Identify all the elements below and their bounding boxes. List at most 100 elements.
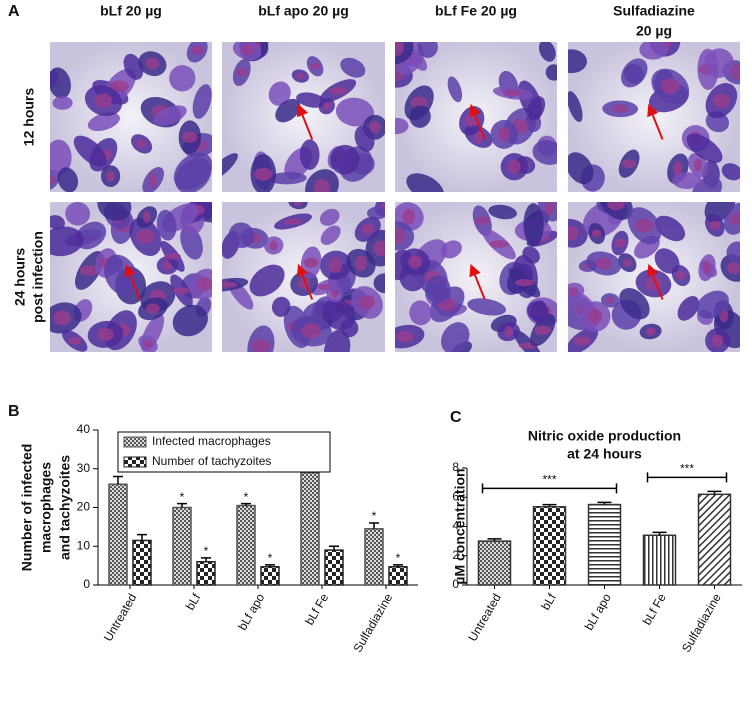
- cell: [50, 226, 84, 257]
- cell: [672, 172, 702, 189]
- nucleus: [142, 210, 151, 224]
- nucleus: [402, 208, 415, 225]
- bar: [532, 506, 567, 586]
- x-tick-label: bLf apo: [235, 591, 267, 633]
- nucleus: [284, 218, 302, 225]
- bar: [388, 566, 408, 586]
- bar: [697, 493, 732, 586]
- cell: [172, 304, 208, 337]
- nucleus: [293, 202, 303, 206]
- nucleus: [301, 323, 321, 339]
- column-header: bLf apo 20 µg: [258, 3, 349, 19]
- nucleus: [573, 336, 591, 346]
- nucleus: [694, 158, 703, 172]
- nucleus: [568, 287, 579, 296]
- chart-title: at 24 hours: [567, 446, 642, 462]
- micrograph: [50, 42, 212, 192]
- micrograph: [395, 42, 557, 192]
- cell: [153, 105, 187, 126]
- arrow: [647, 103, 664, 140]
- cell: [321, 299, 356, 331]
- chart-title: Nitric oxide production: [528, 428, 681, 444]
- arrow: [124, 263, 141, 300]
- cell: [568, 152, 594, 185]
- nucleus: [53, 310, 71, 326]
- nucleus: [313, 178, 331, 192]
- bar: [364, 528, 384, 586]
- cells: [50, 42, 212, 192]
- panel-label: A: [8, 3, 20, 20]
- legend-swatch: [123, 436, 147, 448]
- cell: [222, 153, 238, 182]
- cell: [409, 105, 431, 128]
- micrograph: [50, 202, 212, 352]
- cell: [696, 290, 729, 319]
- cell: [268, 172, 307, 185]
- y-tick-label: 30: [77, 461, 91, 475]
- nucleus: [355, 255, 367, 272]
- nucleus: [606, 296, 615, 304]
- nucleus: [106, 170, 115, 182]
- nucleus: [143, 340, 153, 348]
- cell: [320, 225, 341, 245]
- bar: [260, 566, 280, 586]
- cell: [441, 322, 470, 352]
- cells: [395, 42, 557, 192]
- cell: [619, 287, 650, 320]
- panel-label: B: [8, 403, 20, 420]
- significance-mark: *: [180, 490, 185, 504]
- nucleus: [395, 42, 404, 57]
- nucleus: [503, 89, 522, 97]
- nucleus: [94, 93, 113, 109]
- cell: [323, 329, 351, 352]
- cell: [721, 163, 740, 181]
- legend-swatch: [123, 456, 147, 468]
- nucleus: [395, 227, 405, 244]
- micrograph: [222, 202, 385, 352]
- nucleus: [240, 45, 254, 55]
- significance-label: ***: [542, 473, 556, 487]
- bar: [477, 540, 512, 586]
- cell: [531, 300, 548, 323]
- y-tick-label: 4: [452, 519, 459, 533]
- cells: [395, 202, 557, 352]
- error-bar: [369, 522, 379, 529]
- cells: [50, 202, 212, 352]
- cell: [123, 53, 144, 80]
- cell: [52, 96, 73, 110]
- cell: [440, 240, 462, 259]
- cell: [409, 300, 432, 326]
- error-bar: [707, 490, 722, 495]
- error-bar: [265, 564, 275, 567]
- error-bar: [113, 475, 123, 485]
- nucleus: [591, 229, 602, 238]
- row-label: post infection: [30, 231, 46, 323]
- nucleus: [475, 216, 490, 226]
- cell: [335, 97, 375, 127]
- nucleus: [497, 127, 511, 142]
- error-bar: [329, 545, 339, 551]
- nucleus: [595, 257, 612, 270]
- error-bar: [597, 501, 612, 505]
- nucleus: [489, 240, 509, 248]
- cells: [568, 202, 740, 352]
- nucleus: [712, 93, 730, 108]
- cell: [532, 140, 557, 165]
- error-bar: [241, 502, 251, 506]
- nucleus: [251, 339, 271, 352]
- micrograph: [395, 202, 557, 352]
- nucleus: [588, 308, 603, 325]
- cell: [57, 167, 79, 192]
- bar: [172, 506, 192, 586]
- x-tick-label: Untreated: [101, 591, 139, 644]
- column-header: 20 µg: [636, 23, 672, 39]
- x-tick-label: bLf: [183, 591, 204, 613]
- legend-label: Infected macrophages: [152, 434, 271, 448]
- cell: [686, 133, 723, 163]
- nucleus: [97, 327, 114, 342]
- nucleus: [235, 68, 249, 77]
- micrograph: [568, 202, 740, 352]
- cell: [299, 139, 320, 170]
- nucleus: [79, 265, 100, 276]
- cell: [677, 296, 700, 321]
